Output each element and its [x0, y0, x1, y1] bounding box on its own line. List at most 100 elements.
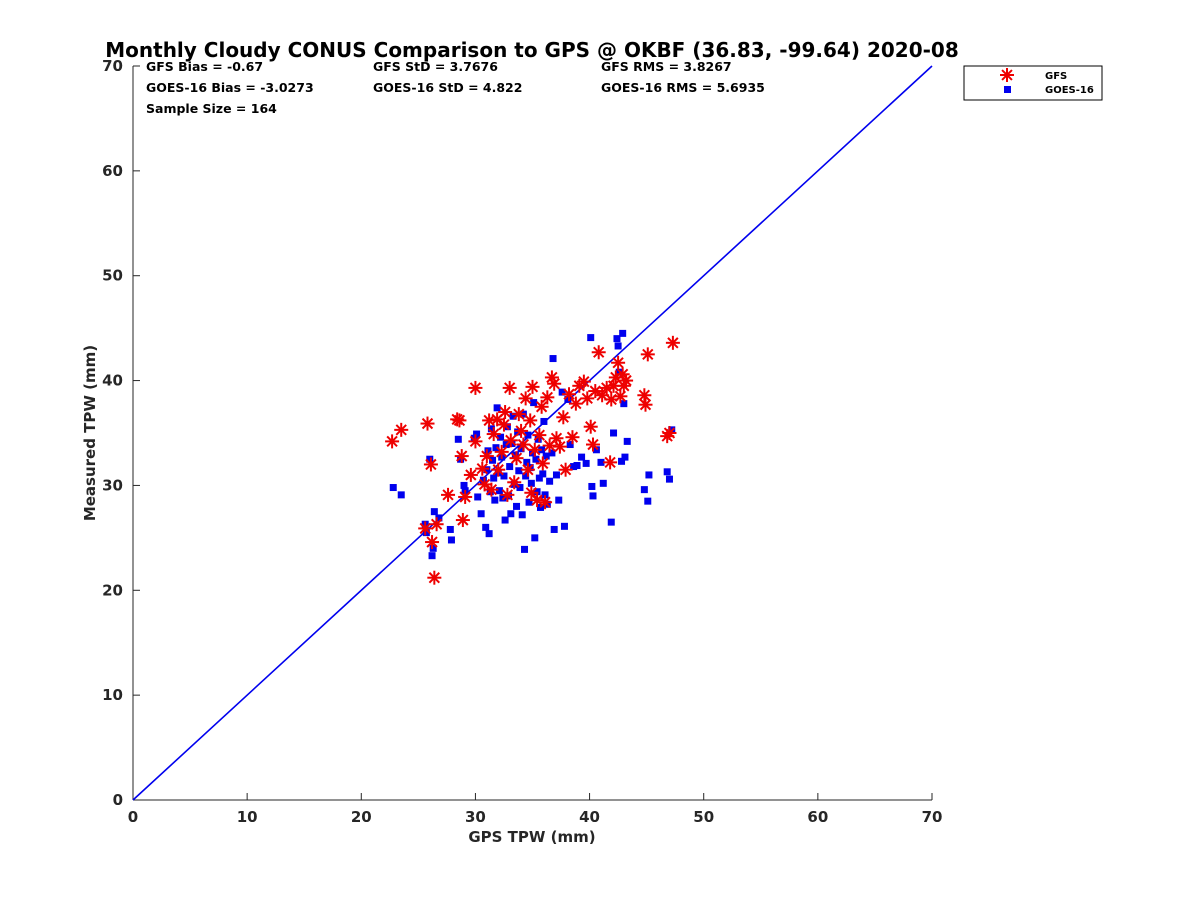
- gfs-point: [511, 407, 526, 422]
- stat-goes-bias: GOES-16 Bias = -3.0273: [146, 80, 314, 95]
- gfs-point: [532, 428, 547, 443]
- goes16-point: [582, 459, 590, 467]
- gfs-point: [525, 379, 540, 394]
- gfs-point: [503, 433, 518, 448]
- stat-goes-rms: GOES-16 RMS = 5.6935: [601, 80, 765, 95]
- gfs-point: [425, 535, 440, 550]
- goes16-point: [509, 412, 517, 420]
- y-axis-label: Measured TPW (mm): [81, 345, 99, 521]
- gfs-point: [535, 456, 550, 471]
- goes16-point: [513, 502, 521, 510]
- goes16-point: [483, 466, 491, 474]
- gfs-point: [606, 378, 621, 393]
- goes16-point: [592, 446, 600, 454]
- goes16-point: [533, 488, 541, 496]
- goes16-point: [511, 451, 519, 459]
- gfs-point: [454, 449, 469, 464]
- y-tick-label: 70: [102, 57, 123, 75]
- goes16-point: [527, 479, 535, 487]
- gfs-point: [500, 487, 515, 502]
- x-tick-label: 40: [579, 808, 600, 826]
- goes16-point: [435, 514, 443, 522]
- gfs-point: [613, 389, 628, 404]
- goes16-point: [517, 445, 525, 453]
- legend-gfs-label: GFS: [1045, 71, 1067, 82]
- gfs-series: [385, 335, 680, 585]
- gfs-point: [585, 437, 600, 452]
- gfs-point: [565, 430, 580, 445]
- goes16-point: [589, 492, 597, 500]
- goes16-point: [549, 355, 557, 363]
- reference-line: [132, 65, 933, 801]
- goes16-point: [566, 441, 574, 449]
- goes16-point: [497, 433, 505, 441]
- goes16-point: [500, 472, 508, 480]
- goes16-point: [597, 458, 605, 466]
- goes16-point: [518, 511, 526, 519]
- legend-gfs-asterisk: [1000, 68, 1014, 82]
- goes16-point: [587, 334, 595, 342]
- gfs-point: [516, 437, 531, 452]
- y-tick-label: 10: [102, 686, 123, 704]
- gfs-point: [475, 461, 490, 476]
- goes16-point: [607, 518, 615, 526]
- goes16-point: [430, 508, 438, 516]
- x-tick-label: 10: [237, 808, 258, 826]
- y-tick-label: 30: [102, 476, 123, 494]
- gfs-point: [385, 434, 400, 449]
- goes16-point: [541, 491, 549, 499]
- goes16-point: [644, 497, 652, 505]
- goes16-point: [613, 335, 621, 343]
- gfs-point: [479, 449, 494, 464]
- goes16-point: [508, 439, 516, 447]
- gfs-point: [583, 419, 598, 434]
- goes16-point: [515, 467, 523, 475]
- goes16-point: [555, 496, 563, 504]
- goes16-point: [521, 545, 529, 553]
- gfs-point: [491, 462, 506, 477]
- legend-goes16-marker: [1004, 86, 1011, 93]
- goes16-point: [550, 525, 558, 533]
- goes16-point: [539, 470, 547, 478]
- goes16-point: [640, 486, 648, 494]
- legend: GFS GOES-16: [963, 65, 1103, 101]
- one-to-one-line: [132, 65, 933, 801]
- goes16-point: [474, 493, 482, 501]
- gfs-point: [502, 380, 517, 395]
- stat-gfs-bias: GFS Bias = -0.67: [146, 59, 263, 74]
- goes16-point: [446, 525, 454, 533]
- goes16-point: [491, 496, 499, 504]
- goes16-point: [548, 449, 556, 457]
- gfs-point: [552, 439, 567, 454]
- goes16-point: [506, 463, 514, 471]
- goes16-point: [540, 417, 548, 425]
- goes16-point: [479, 476, 487, 484]
- goes16-point: [546, 477, 554, 485]
- gfs-point: [509, 451, 524, 466]
- gfs-point: [455, 513, 470, 528]
- gfs-point: [591, 345, 606, 360]
- chart-title: Monthly Cloudy CONUS Comparison to GPS @…: [105, 38, 959, 62]
- gfs-point: [514, 423, 529, 438]
- x-tick-label: 70: [922, 808, 943, 826]
- goes16-point: [501, 516, 509, 524]
- x-tick-label: 0: [128, 808, 138, 826]
- gfs-point: [518, 391, 533, 406]
- gfs-point: [538, 495, 553, 510]
- legend-box: [963, 65, 1103, 101]
- gfs-point: [468, 380, 483, 395]
- goes16-point: [507, 510, 515, 518]
- goes16-point: [484, 447, 492, 455]
- goes16-point: [422, 529, 430, 537]
- goes16-point: [477, 510, 485, 518]
- x-tick-label: 30: [465, 808, 486, 826]
- gfs-point: [429, 517, 444, 532]
- gfs-point: [576, 374, 591, 389]
- x-ticks: 0 10 20 30 40 50 60 70: [128, 793, 943, 826]
- stat-gfs-rms: GFS RMS = 3.8267: [601, 59, 732, 74]
- goes16-point: [525, 498, 533, 506]
- gfs-point: [427, 570, 442, 585]
- goes16-point: [489, 456, 497, 464]
- gfs-point: [463, 467, 478, 482]
